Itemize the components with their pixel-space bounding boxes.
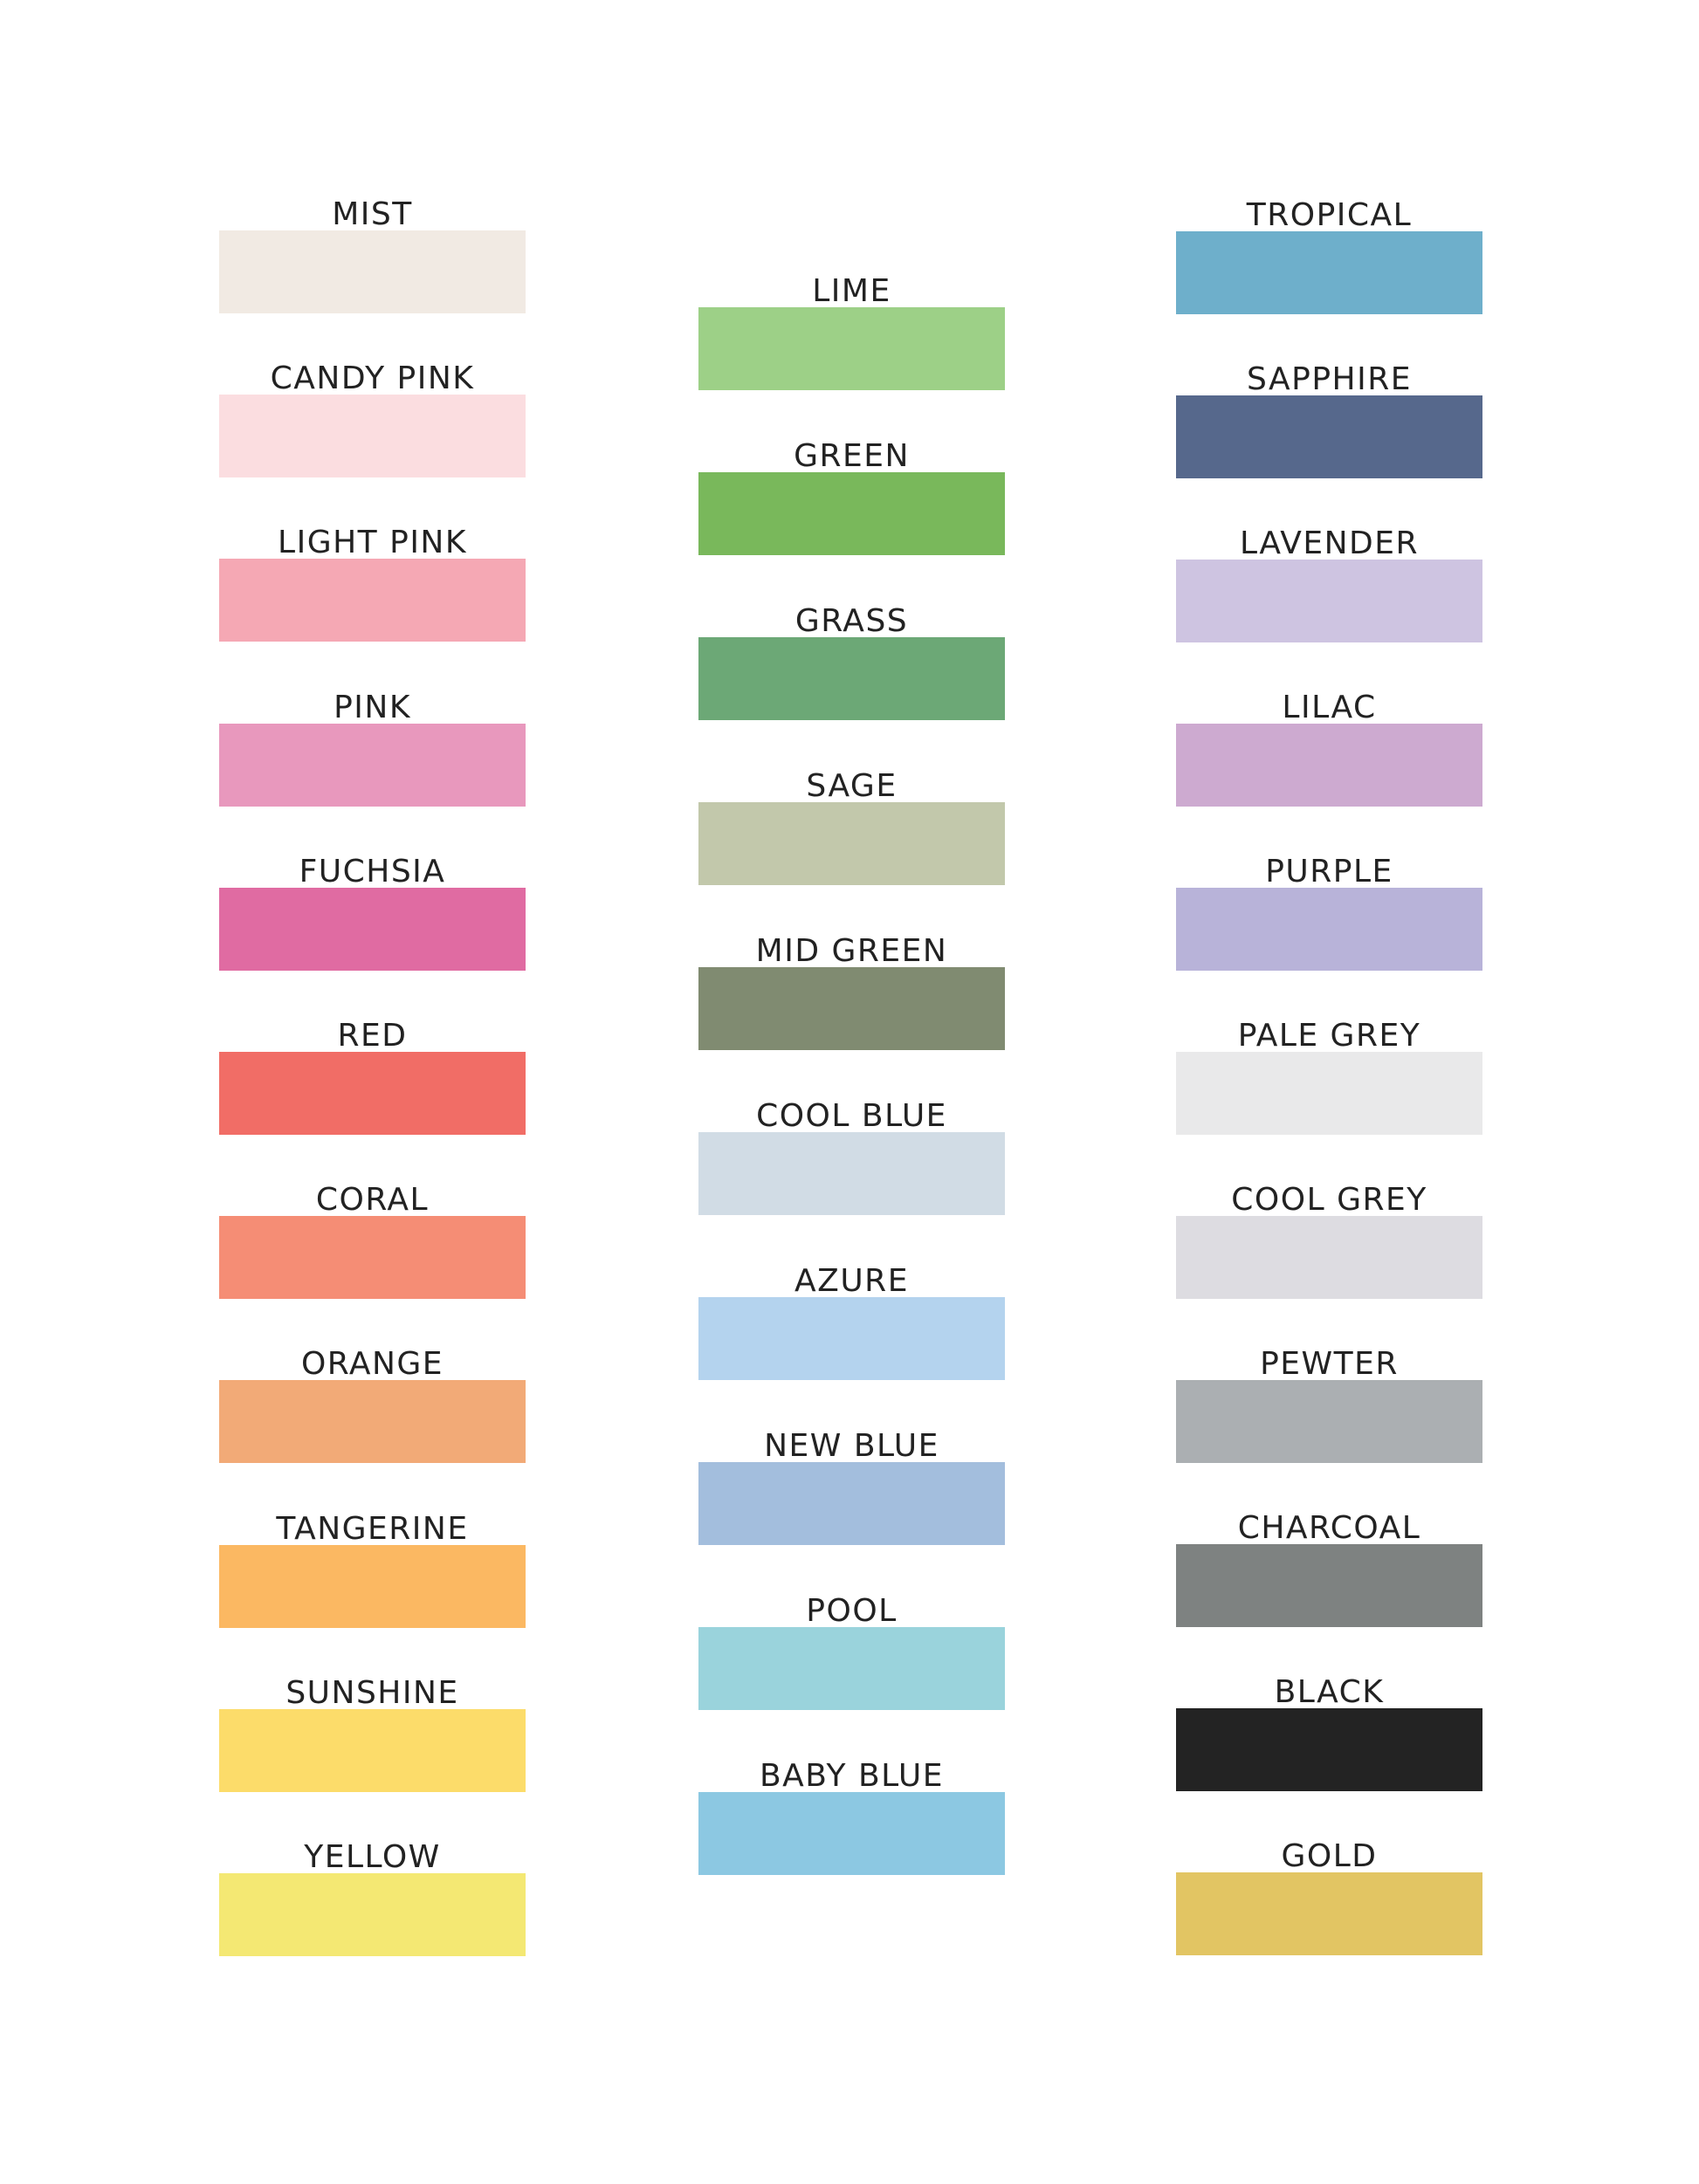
color-label: SAPPHIRE xyxy=(1246,361,1412,397)
color-label: GREEN xyxy=(794,438,910,474)
color-item: LAVENDER xyxy=(1176,527,1482,725)
color-label: RED xyxy=(337,1018,408,1054)
color-swatch xyxy=(219,559,526,642)
color-swatch xyxy=(698,472,1005,555)
color-label: BABY BLUE xyxy=(759,1758,945,1794)
color-item: POOL xyxy=(698,1595,1005,1793)
color-swatch xyxy=(219,887,526,971)
color-label: GOLD xyxy=(1281,1838,1378,1874)
color-label: BLACK xyxy=(1274,1674,1385,1710)
color-swatch xyxy=(698,307,1005,390)
color-label: SUNSHINE xyxy=(285,1674,459,1711)
color-item: GREEN xyxy=(698,440,1005,638)
color-item: YELLOW xyxy=(219,1841,526,2039)
color-label: FUCHSIA xyxy=(299,853,446,889)
color-item: LILAC xyxy=(1176,691,1482,889)
color-label: LIME xyxy=(812,273,891,309)
color-item: CANDY PINK xyxy=(219,362,526,560)
color-item: BLACK xyxy=(1176,1676,1482,1874)
color-label: AZURE xyxy=(794,1263,909,1299)
color-swatch xyxy=(1176,724,1482,807)
color-item: GRASS xyxy=(698,605,1005,803)
color-item: TANGERINE xyxy=(219,1512,526,1711)
color-label: CANDY PINK xyxy=(270,361,475,397)
color-swatch xyxy=(1176,888,1482,971)
color-item: RED xyxy=(219,1020,526,1218)
color-label: SAGE xyxy=(806,768,898,804)
color-swatch xyxy=(219,230,526,313)
color-swatch xyxy=(698,802,1005,885)
color-item: SAPPHIRE xyxy=(1176,363,1482,561)
color-label: MID GREEN xyxy=(755,933,948,969)
color-item: CHARCOAL xyxy=(1176,1512,1482,1710)
color-swatch xyxy=(698,1132,1005,1215)
color-item: GOLD xyxy=(1176,1840,1482,2038)
color-swatch xyxy=(1176,560,1482,642)
color-swatch xyxy=(698,1462,1005,1545)
color-label: PURPLE xyxy=(1265,854,1393,889)
color-label: LAVENDER xyxy=(1240,525,1419,561)
color-label: PINK xyxy=(334,689,411,725)
color-swatch xyxy=(219,1216,526,1300)
color-label: TANGERINE xyxy=(276,1510,469,1547)
color-label: POOL xyxy=(806,1593,898,1629)
color-swatch xyxy=(1176,1544,1482,1627)
color-item: SAGE xyxy=(698,770,1005,968)
color-swatch xyxy=(1176,1708,1482,1791)
color-label: LIGHT PINK xyxy=(278,525,467,561)
color-label: COOL GREY xyxy=(1231,1182,1427,1218)
color-swatch xyxy=(698,967,1005,1050)
color-swatch xyxy=(219,723,526,807)
color-item: COOL BLUE xyxy=(698,1100,1005,1298)
color-label: NEW BLUE xyxy=(764,1428,939,1464)
color-label: LILAC xyxy=(1282,690,1377,725)
color-item: PINK xyxy=(219,690,526,889)
color-swatch xyxy=(1176,1216,1482,1299)
color-item: LIME xyxy=(698,275,1005,473)
color-item: LIGHT PINK xyxy=(219,526,526,725)
color-swatch xyxy=(219,1873,526,1956)
color-label: COOL BLUE xyxy=(756,1098,947,1134)
color-label: TROPICAL xyxy=(1246,197,1413,233)
color-item: SUNSHINE xyxy=(219,1676,526,1875)
color-swatch xyxy=(698,1297,1005,1380)
color-label: CHARCOAL xyxy=(1237,1510,1421,1546)
color-item: ORANGE xyxy=(219,1348,526,1546)
color-swatch xyxy=(1176,1052,1482,1135)
color-swatch xyxy=(1176,1872,1482,1955)
color-swatch xyxy=(1176,231,1482,314)
color-item: AZURE xyxy=(698,1265,1005,1463)
color-label: CORAL xyxy=(315,1182,430,1219)
color-swatch xyxy=(219,1544,526,1628)
color-swatch xyxy=(698,637,1005,720)
color-swatch xyxy=(219,1708,526,1792)
color-item: MID GREEN xyxy=(698,935,1005,1133)
color-item: FUCHSIA xyxy=(219,855,526,1054)
color-item: TROPICAL xyxy=(1176,199,1482,397)
color-item: MIST xyxy=(219,198,526,396)
color-item: CORAL xyxy=(219,1184,526,1382)
color-swatch xyxy=(219,1052,526,1135)
color-item: PURPLE xyxy=(1176,855,1482,1054)
color-item: BABY BLUE xyxy=(698,1760,1005,1958)
color-label: ORANGE xyxy=(300,1346,444,1383)
color-swatch xyxy=(219,395,526,478)
color-swatch xyxy=(219,1380,526,1464)
color-swatch xyxy=(1176,395,1482,478)
color-item: PEWTER xyxy=(1176,1348,1482,1546)
color-label: YELLOW xyxy=(304,1839,441,1875)
color-label: GRASS xyxy=(794,603,909,639)
color-label: PEWTER xyxy=(1260,1346,1399,1382)
color-label: PALE GREY xyxy=(1237,1018,1421,1054)
color-item: NEW BLUE xyxy=(698,1430,1005,1628)
color-swatch xyxy=(1176,1380,1482,1463)
color-item: COOL GREY xyxy=(1176,1184,1482,1382)
color-swatch xyxy=(698,1792,1005,1875)
color-swatch xyxy=(698,1627,1005,1710)
color-label: MIST xyxy=(332,196,413,232)
color-item: PALE GREY xyxy=(1176,1020,1482,1218)
